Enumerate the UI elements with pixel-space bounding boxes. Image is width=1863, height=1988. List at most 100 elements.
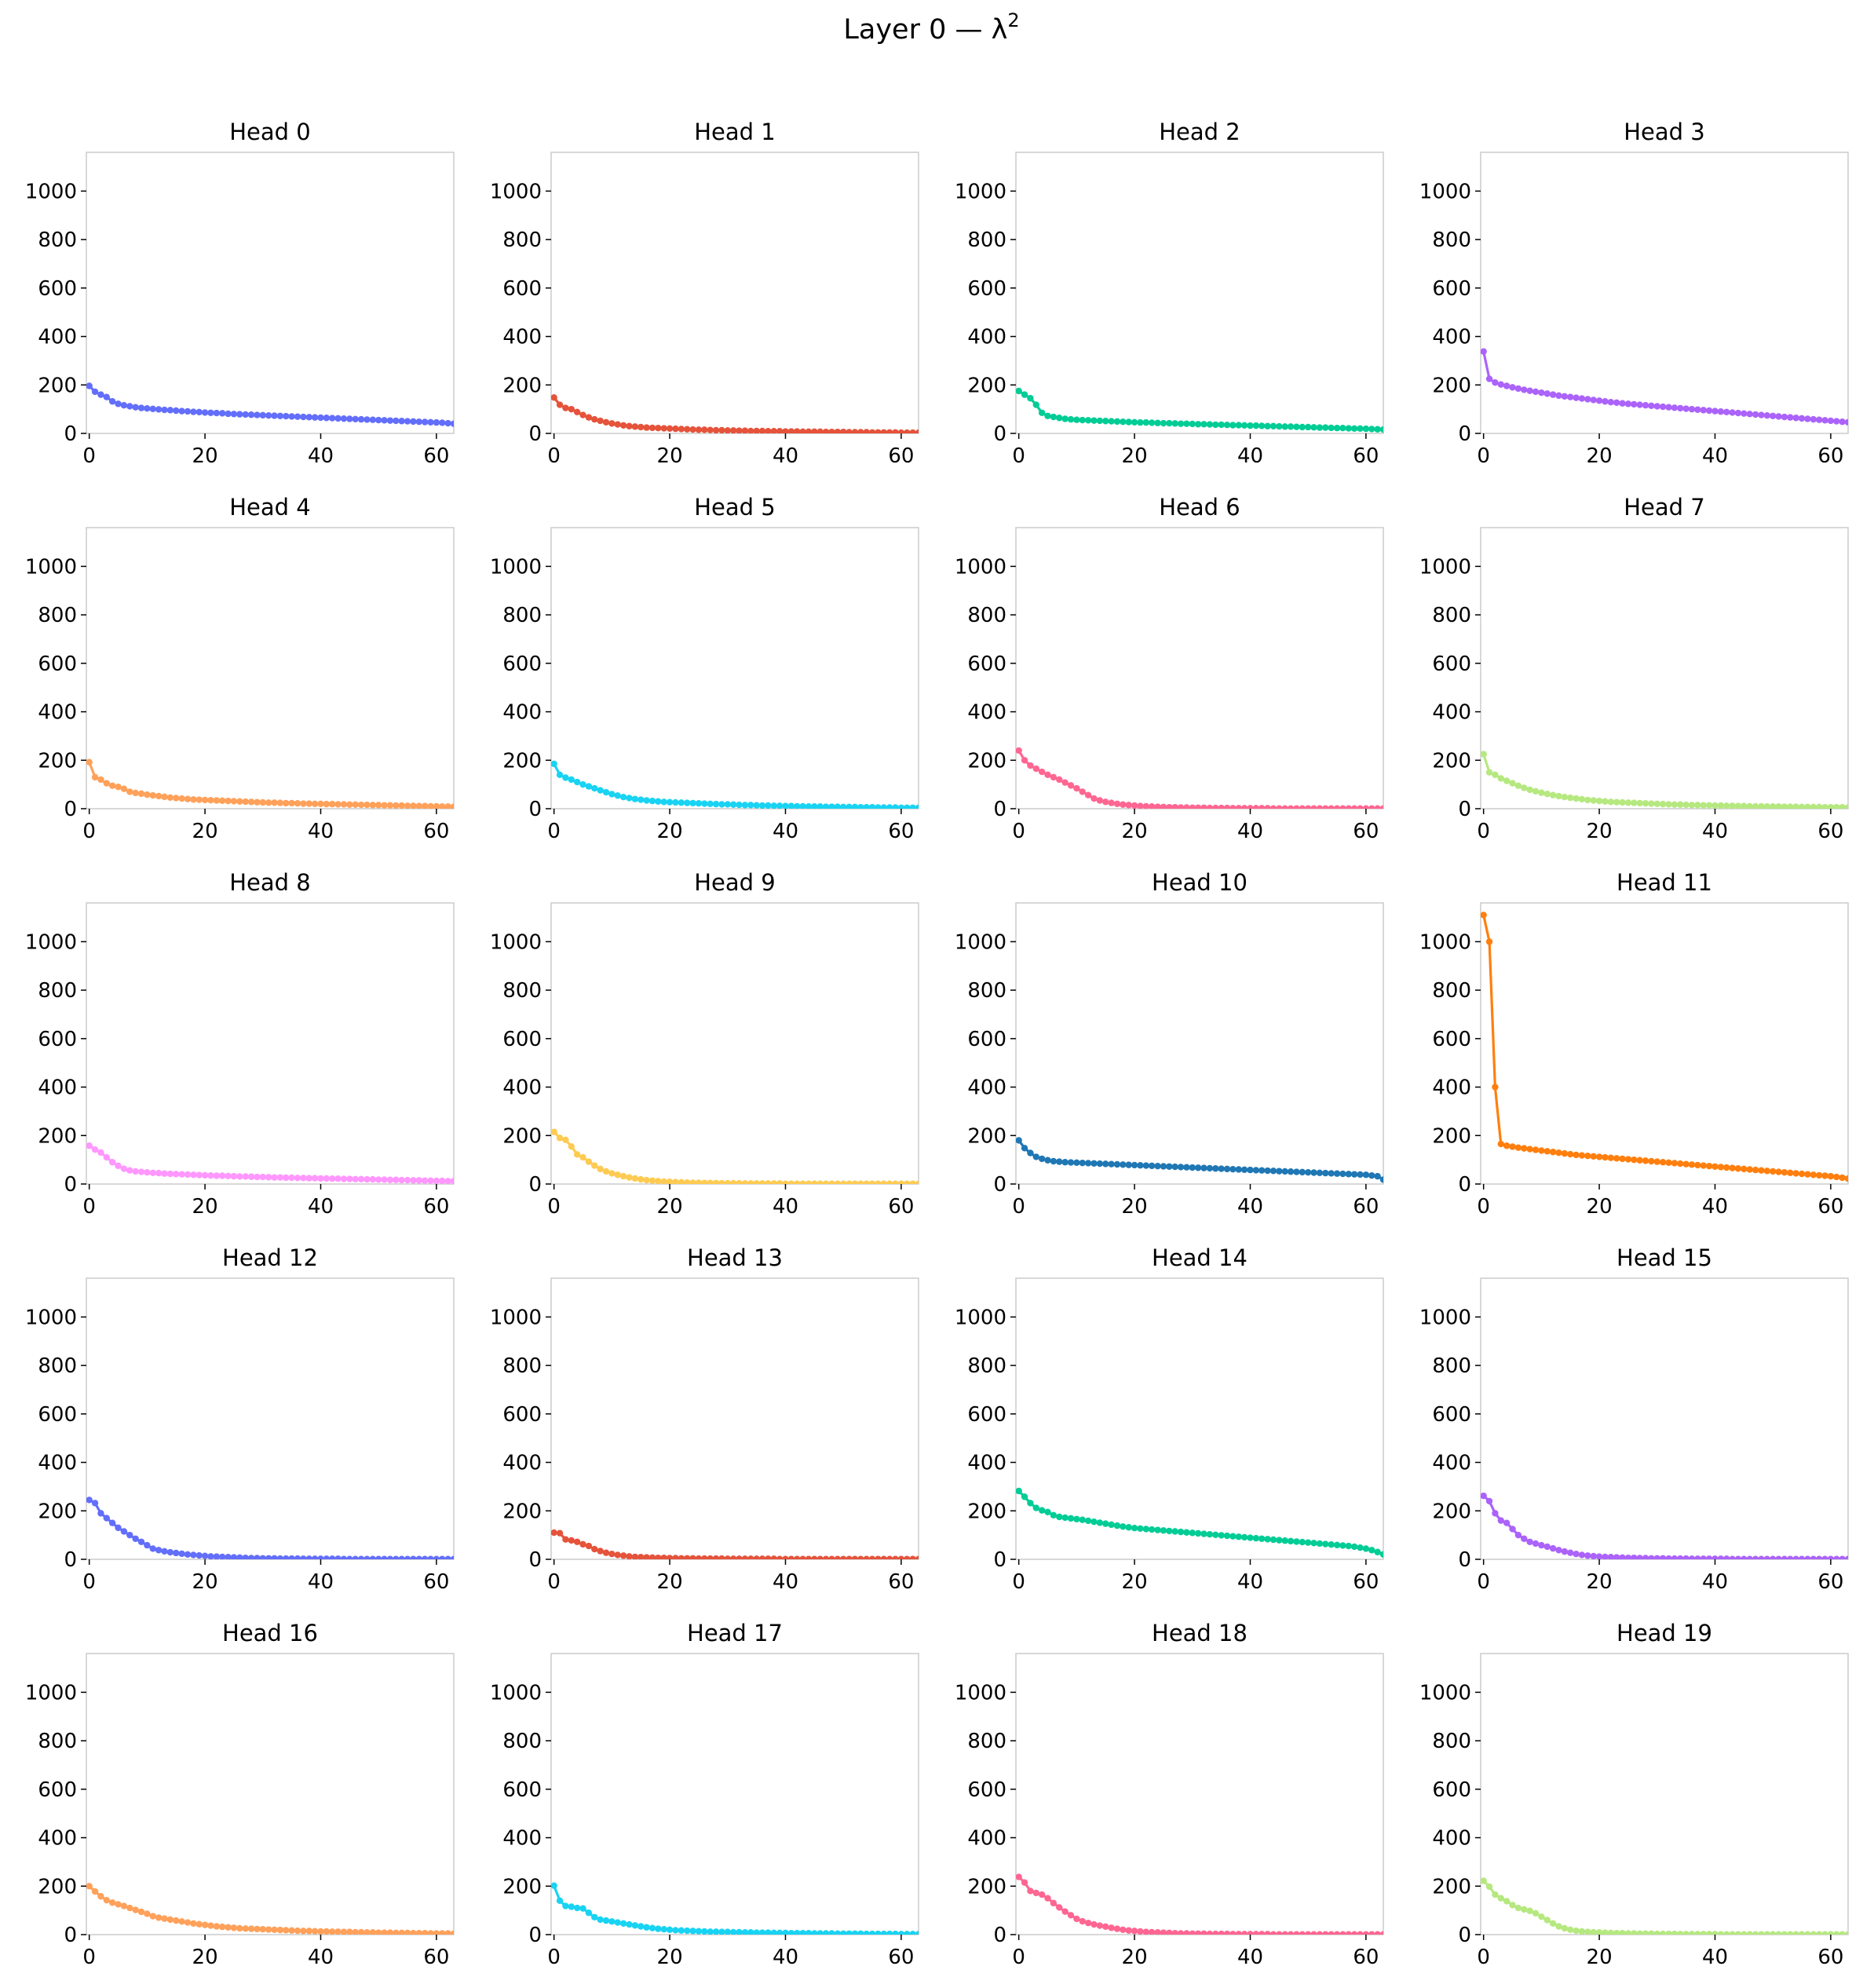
data-point (1653, 1930, 1660, 1935)
data-point (1269, 1168, 1277, 1175)
data-point (591, 1162, 598, 1169)
data-point (1526, 1146, 1533, 1153)
data-point (1032, 1153, 1039, 1160)
y-tick-label: 0 (1458, 798, 1471, 821)
data-point (556, 1897, 564, 1904)
data-point (126, 403, 133, 410)
series-line (1017, 750, 1383, 809)
data-point (1299, 1931, 1306, 1935)
data-point (415, 1555, 422, 1559)
series-line (1482, 1880, 1848, 1935)
y-tick-label: 800 (967, 1730, 1006, 1753)
data-point (1229, 805, 1237, 809)
subplot-title: Head 16 (222, 1620, 318, 1646)
data-point (1688, 405, 1696, 413)
data-point (1578, 795, 1586, 803)
data-point (1247, 1931, 1254, 1935)
data-point (247, 798, 255, 806)
data-point (1379, 1176, 1383, 1183)
data-point (765, 428, 772, 433)
data-point (672, 425, 679, 433)
data-point (880, 429, 887, 433)
data-point (1247, 1534, 1254, 1541)
data-point (758, 1180, 766, 1184)
data-point (1044, 1157, 1051, 1164)
data-point (892, 1555, 899, 1559)
data-point (1741, 1555, 1748, 1559)
x-tick-label: 60 (423, 444, 449, 468)
data-point (1183, 1164, 1190, 1171)
data-point (1665, 1555, 1672, 1559)
y-tick-label: 1000 (25, 1306, 77, 1329)
data-point (1120, 1161, 1127, 1168)
data-point (1350, 1931, 1358, 1935)
data-point (404, 418, 411, 425)
data-point (753, 427, 760, 433)
data-point (305, 1928, 312, 1935)
subplot-title: Head 19 (1616, 1620, 1712, 1646)
data-point (1316, 1169, 1324, 1177)
data-point (822, 1555, 830, 1559)
data-point (1741, 1165, 1748, 1173)
data-point (1769, 1168, 1777, 1175)
data-point (648, 1554, 656, 1559)
data-point (1503, 777, 1510, 784)
data-point (1137, 418, 1144, 426)
data-point (724, 1555, 731, 1559)
data-point (1299, 423, 1306, 431)
y-tick-label: 200 (38, 1124, 77, 1148)
data-point (573, 408, 581, 416)
series-6 (1016, 747, 1383, 809)
data-point (1810, 1171, 1817, 1179)
y-tick-label: 0 (993, 1173, 1006, 1197)
data-point (608, 1551, 616, 1558)
data-point (329, 1555, 336, 1559)
data-point (1102, 1160, 1109, 1168)
data-point (1705, 1162, 1713, 1170)
data-point (259, 411, 266, 419)
data-point (1741, 410, 1748, 417)
data-point (556, 1529, 564, 1537)
data-point (1821, 1172, 1828, 1179)
data-point (1653, 1555, 1660, 1559)
y-tick-label: 600 (38, 1403, 77, 1427)
data-point (1316, 1931, 1324, 1935)
data-point (1492, 378, 1499, 386)
data-point (643, 1176, 650, 1184)
data-point (1642, 800, 1649, 807)
data-point (190, 1920, 197, 1928)
data-point (1235, 805, 1242, 809)
data-point (1240, 1931, 1248, 1935)
data-point (1833, 1931, 1840, 1935)
data-point (1839, 1555, 1846, 1559)
data-point (1218, 804, 1225, 809)
x-tick-label: 60 (888, 444, 914, 468)
data-point (1016, 747, 1022, 755)
y-tick-label: 400 (1432, 701, 1471, 725)
data-point (166, 407, 174, 414)
data-point (1573, 795, 1580, 802)
data-point (1102, 798, 1109, 806)
data-point (619, 1172, 627, 1180)
data-point (1492, 771, 1499, 778)
data-point (300, 1555, 307, 1559)
data-point (782, 428, 789, 433)
x-tick-label: 60 (1353, 444, 1379, 468)
data-point (643, 797, 650, 804)
data-point (1252, 805, 1260, 809)
data-point (1379, 1551, 1383, 1559)
data-point (637, 796, 645, 803)
y-tick-label: 800 (1432, 1730, 1471, 1753)
data-point (897, 1555, 905, 1559)
series-9 (551, 1128, 919, 1184)
data-point (597, 1548, 604, 1555)
data-point (909, 1931, 916, 1935)
x-tick-label: 40 (308, 1946, 334, 1969)
data-point (398, 1176, 405, 1184)
data-point (1532, 1540, 1540, 1548)
data-point (374, 1555, 382, 1559)
data-point (144, 1910, 151, 1917)
data-point (597, 787, 604, 794)
data-point (1590, 797, 1597, 804)
